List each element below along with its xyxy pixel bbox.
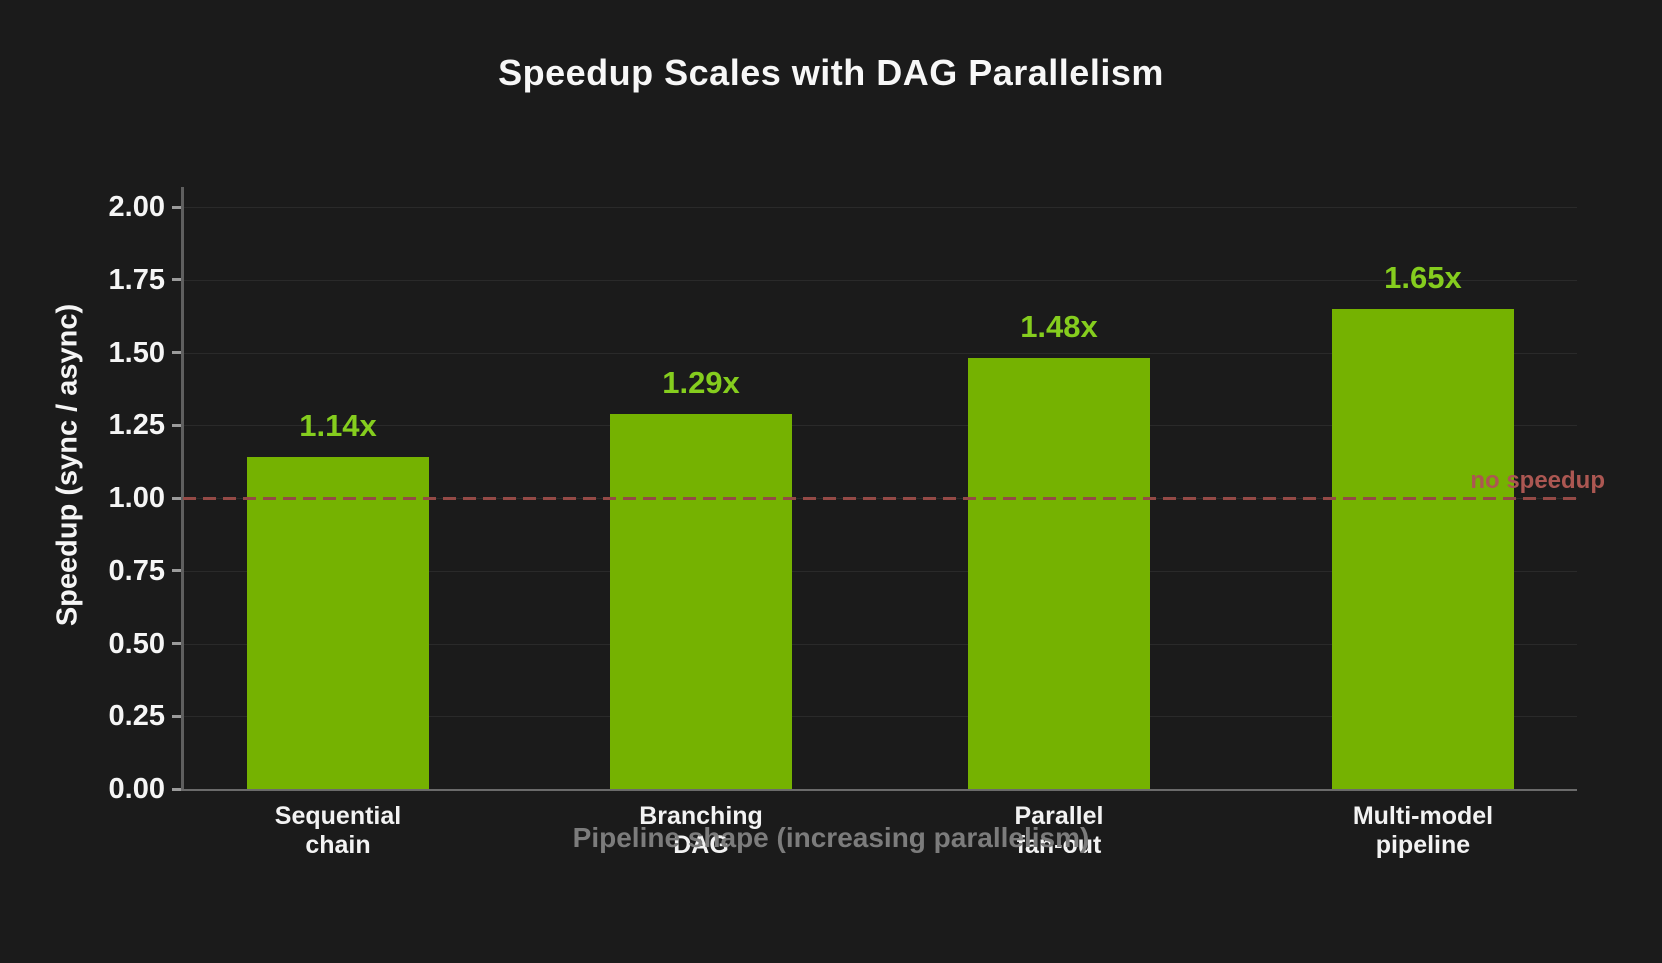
gridline [183,643,1577,645]
bar [610,413,792,789]
bar-value-label: 1.29x [662,364,740,400]
y-tick-label: 1.00 [108,482,165,514]
bar-value-label: 1.14x [299,408,377,444]
y-tick-mark [172,205,181,209]
plot-area: 1.14x 1.29x 1.48x 1.65x no speedup [181,187,1605,791]
y-tick-label: 0.50 [108,627,165,660]
gridline [183,425,1577,427]
x-category-label: Multi-model pipeline [1352,802,1494,859]
chart-title: Speedup Scales with DAG Parallelism [498,52,1164,93]
bar-value-label: 1.48x [1020,309,1098,345]
y-tick-mark [172,496,181,500]
y-tick-label: 1.75 [108,263,165,296]
y-tick-mark [172,351,181,354]
y-tick-mark [172,642,181,645]
y-tick-label: 1.50 [108,336,165,369]
x-category-label: Parallel fan-out [1014,802,1104,859]
bar [247,457,429,789]
y-tick-mark [172,423,181,427]
bar-value-label: 1.65x [1384,259,1462,295]
bar [967,358,1150,789]
bar [1331,308,1514,789]
gridline [183,279,1577,281]
y-axis-spine [181,187,184,791]
y-tick-mark [172,569,181,573]
y-tick-label: 0.25 [108,700,165,733]
y-tick-label: 0.75 [108,554,165,587]
y-tick-mark [172,278,181,282]
gridline [183,352,1577,354]
y-tick-label: 0.00 [108,773,165,805]
gridline [183,716,1577,718]
y-tick-mark [172,787,181,791]
reference-line-label: no speedup [1470,467,1605,494]
gridline [183,570,1577,572]
y-tick-label: 2.00 [108,191,165,223]
reference-line [183,496,1577,500]
x-category-label: Sequential chain [274,802,402,859]
x-axis-label: Pipeline shape (increasing parallelism) [572,822,1090,853]
y-tick-mark [172,714,181,718]
y-tick-label: 1.25 [108,409,165,442]
x-category-label: Branching DAG [639,802,763,859]
gridline [183,207,1577,208]
x-axis-spine [181,788,1577,791]
